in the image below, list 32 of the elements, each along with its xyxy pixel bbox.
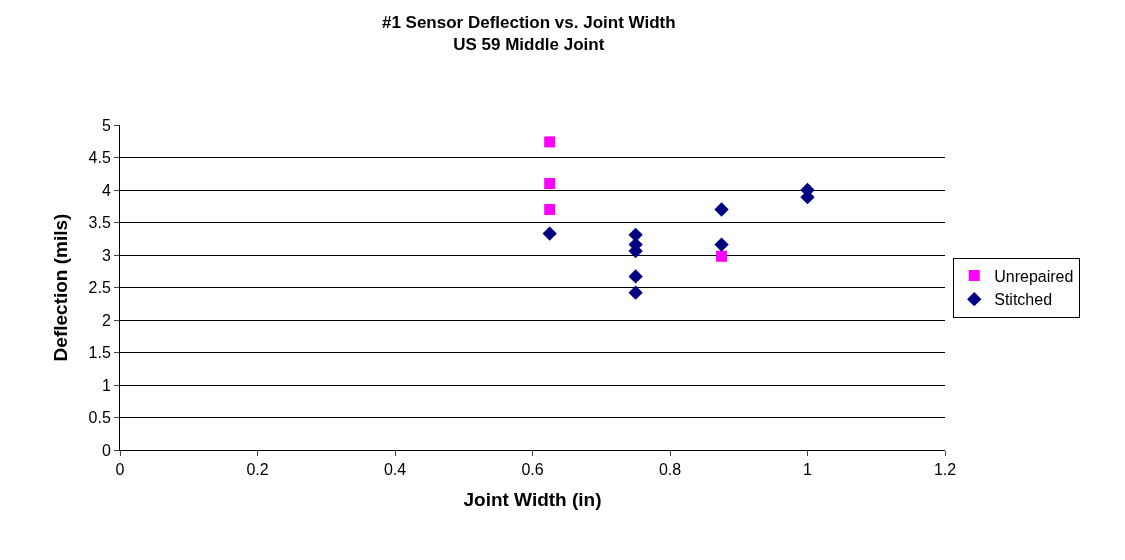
y-tick-label: 2.5	[88, 279, 111, 297]
point	[714, 202, 729, 217]
x-tick-label: 1.2	[933, 461, 957, 479]
y-tick-label: 3.5	[88, 214, 111, 232]
legend-label: Stitched	[994, 291, 1053, 309]
x-axis-title: Joint Width (in)	[463, 489, 602, 510]
y-tick-label: 3	[101, 246, 111, 264]
chart-title: #1 Sensor Deflection vs. Joint Width US 59 Middle Joint	[381, 13, 676, 55]
x-tick-label: 0.2	[246, 461, 269, 479]
x-tick-label: 0.6	[521, 461, 544, 479]
x-tick-label: 0.4	[383, 461, 407, 479]
y-tick-label: 4	[101, 181, 111, 199]
point	[714, 237, 729, 252]
y-tick-label: 1	[101, 376, 111, 394]
legend-label: Unrepaired	[994, 267, 1074, 285]
point	[628, 285, 643, 300]
y-tick-label: 0.5	[88, 409, 111, 427]
point	[716, 250, 728, 262]
point	[544, 178, 556, 189]
y-axis-title: Deflection (mils)	[50, 213, 72, 362]
point	[544, 204, 556, 215]
y-tick-label: 1.5	[88, 344, 111, 362]
y-tick-label: 4.5	[88, 149, 111, 167]
point	[544, 136, 556, 148]
y-tick-label: 2	[101, 311, 111, 329]
point	[542, 226, 557, 241]
y-tick-label: 0	[101, 441, 111, 459]
point	[628, 269, 643, 284]
x-tick-label: 0.8	[658, 461, 682, 479]
x-tick-label: 0	[115, 461, 125, 479]
x-tick-label: 1	[803, 461, 813, 479]
y-tick-label: 5	[101, 116, 111, 134]
